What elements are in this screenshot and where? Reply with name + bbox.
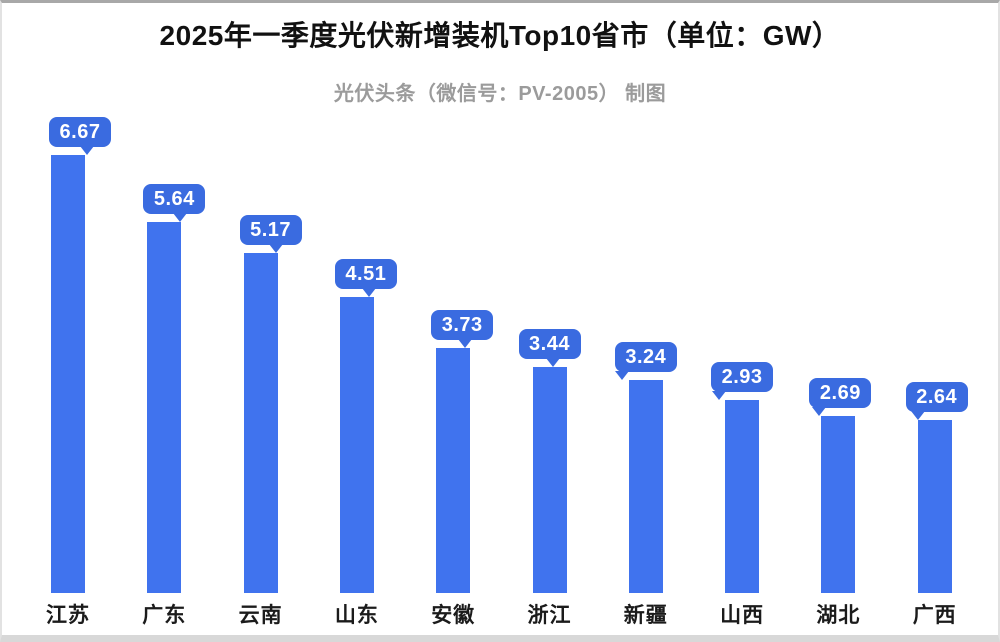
category-label: 山西 [720, 604, 765, 627]
bubble-tail [711, 391, 726, 400]
bar [147, 222, 182, 593]
bar [725, 400, 760, 593]
value-bubble: 3.24 [614, 342, 677, 380]
value-bubble: 6.67 [49, 117, 111, 155]
value-bubble: 3.44 [518, 329, 581, 367]
category-label: 山东 [334, 604, 379, 627]
bar [532, 367, 567, 593]
bubble-tail [361, 288, 376, 297]
bar-chart: 6.67 江苏 5.64 广东 5.17 云南 4.51 山东 3.73 安徽 3.44 浙江 3.24… [2, 3, 998, 635]
category-label: 广东 [142, 604, 187, 627]
value-label: 6.67 [59, 120, 101, 143]
category-label: 浙江 [527, 604, 572, 627]
bar [51, 155, 85, 593]
bubble-tail [268, 244, 283, 253]
category-label: 安徽 [431, 604, 476, 627]
bubble-tail [80, 146, 95, 155]
bar [436, 348, 471, 593]
bubble-tail [911, 411, 926, 420]
value-bubble: 2.64 [905, 382, 968, 420]
category-label: 云南 [238, 604, 283, 627]
chart-subtitle: 光伏头条（微信号：PV-2005） 制图 [333, 83, 667, 105]
category-label: 广西 [912, 604, 957, 627]
bar [821, 416, 856, 593]
bubble-tail [545, 358, 560, 367]
bubble-tail [173, 213, 188, 222]
bubble-tail [811, 407, 826, 416]
value-label: 5.64 [153, 187, 195, 210]
value-bubble: 2.93 [711, 362, 774, 400]
value-bubble: 3.73 [431, 310, 494, 348]
bar [628, 380, 663, 593]
bubble-tail [615, 371, 630, 380]
category-label: 新疆 [623, 604, 668, 627]
value-label: 2.64 [916, 385, 958, 408]
value-label: 2.93 [721, 365, 763, 388]
value-bubble: 5.64 [143, 184, 206, 222]
category-label: 江苏 [46, 604, 90, 627]
value-label: 3.24 [625, 345, 667, 368]
category-label: 湖北 [816, 604, 861, 627]
bubble-tail [458, 339, 473, 348]
value-label: 4.51 [345, 262, 387, 285]
value-label: 3.73 [441, 313, 483, 336]
value-label: 3.44 [529, 332, 570, 355]
bar [339, 297, 374, 593]
value-bubble: 2.69 [809, 378, 872, 416]
value-bubble: 5.17 [239, 215, 302, 253]
value-label: 2.69 [819, 381, 861, 404]
chart-title: 2025年一季度光伏新增装机Top10省市（单位：GW） [159, 20, 841, 51]
value-bubble: 4.51 [334, 259, 397, 297]
value-label: 5.17 [250, 218, 292, 241]
bar [917, 420, 952, 593]
bar [243, 253, 278, 593]
